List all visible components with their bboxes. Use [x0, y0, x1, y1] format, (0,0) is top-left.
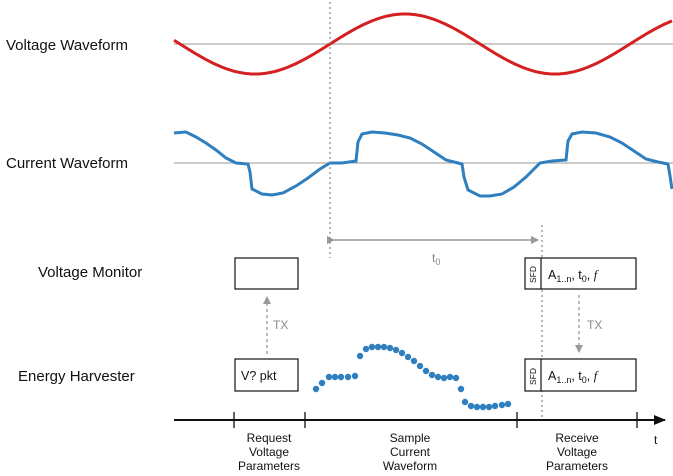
svg-text:Voltage: Voltage: [557, 445, 597, 459]
t0-label: t0: [432, 251, 440, 267]
monitor-sfd-label: SFD: [528, 266, 538, 283]
sample-dot: [344, 373, 352, 381]
tx-label-up: TX: [273, 318, 288, 332]
time-axis-label: t: [654, 433, 658, 447]
sample-dot: [410, 357, 418, 365]
sample-dot: [325, 373, 333, 381]
voltage-waveform-line: [173, 12, 673, 76]
phase-receive: Receive Voltage Parameters: [546, 431, 608, 473]
sample-dot: [416, 362, 424, 370]
sample-dot: [351, 372, 359, 380]
svg-text:Receive: Receive: [555, 431, 599, 445]
phase-request: Request Voltage Parameters: [238, 431, 300, 473]
sample-dot: [452, 374, 460, 382]
sample-dot: [398, 349, 406, 357]
sample-dot: [440, 374, 448, 382]
sample-dot: [392, 346, 400, 354]
time-axis-ticks: [233, 412, 638, 428]
sample-dot: [422, 367, 430, 375]
harvester-request-packet: [234, 358, 299, 392]
svg-text:Parameters: Parameters: [238, 459, 300, 473]
sample-dot: [467, 402, 475, 410]
label-current-waveform: Current Waveform: [6, 155, 128, 172]
sample-dot: [434, 373, 442, 381]
sample-dot: [485, 403, 493, 411]
label-voltage-waveform: Voltage Waveform: [6, 37, 128, 54]
sample-dot: [362, 345, 370, 353]
label-voltage-monitor: Voltage Monitor: [38, 264, 142, 281]
current-sample-dots: [312, 343, 512, 411]
sample-dot: [446, 373, 454, 381]
sample-dot: [318, 379, 326, 387]
svg-text:Request: Request: [247, 431, 292, 445]
monitor-packet-content: A1..n, t0, f: [548, 268, 599, 284]
harvester-received-packet: [524, 358, 637, 392]
harvester-request-label: V? pkt: [241, 369, 277, 383]
sample-dot: [374, 343, 382, 351]
sample-dot: [473, 403, 481, 411]
sample-dot: [479, 403, 487, 411]
label-energy-harvester: Energy Harvester: [18, 368, 135, 385]
sample-dot: [457, 385, 465, 393]
svg-text:Voltage: Voltage: [249, 445, 289, 459]
harvester-sfd-label: SFD: [528, 368, 538, 385]
sample-dot: [491, 402, 499, 410]
sample-dot: [331, 373, 339, 381]
sample-dot: [498, 401, 506, 409]
sample-dot: [386, 344, 394, 352]
current-waveform-line: [173, 130, 673, 198]
sample-dot: [368, 343, 376, 351]
svg-text:Current: Current: [390, 445, 431, 459]
monitor-idle-box: [234, 257, 299, 290]
tx-label-down: TX: [587, 318, 602, 332]
sample-dot: [504, 400, 512, 408]
phase-sample: Sample Current Waveform: [383, 431, 437, 473]
sample-dot: [312, 385, 320, 393]
sample-dot: [428, 371, 436, 379]
sample-dot: [356, 352, 364, 360]
harvester-packet-content: A1..n, t0, f: [548, 369, 599, 385]
sample-dot: [337, 373, 345, 381]
sample-dot: [404, 353, 412, 361]
monitor-response-packet: [524, 257, 637, 290]
sample-dot: [380, 343, 388, 351]
svg-text:Waveform: Waveform: [383, 459, 437, 473]
svg-text:Parameters: Parameters: [546, 459, 608, 473]
svg-text:Sample: Sample: [390, 431, 431, 445]
sample-dot: [461, 398, 469, 406]
